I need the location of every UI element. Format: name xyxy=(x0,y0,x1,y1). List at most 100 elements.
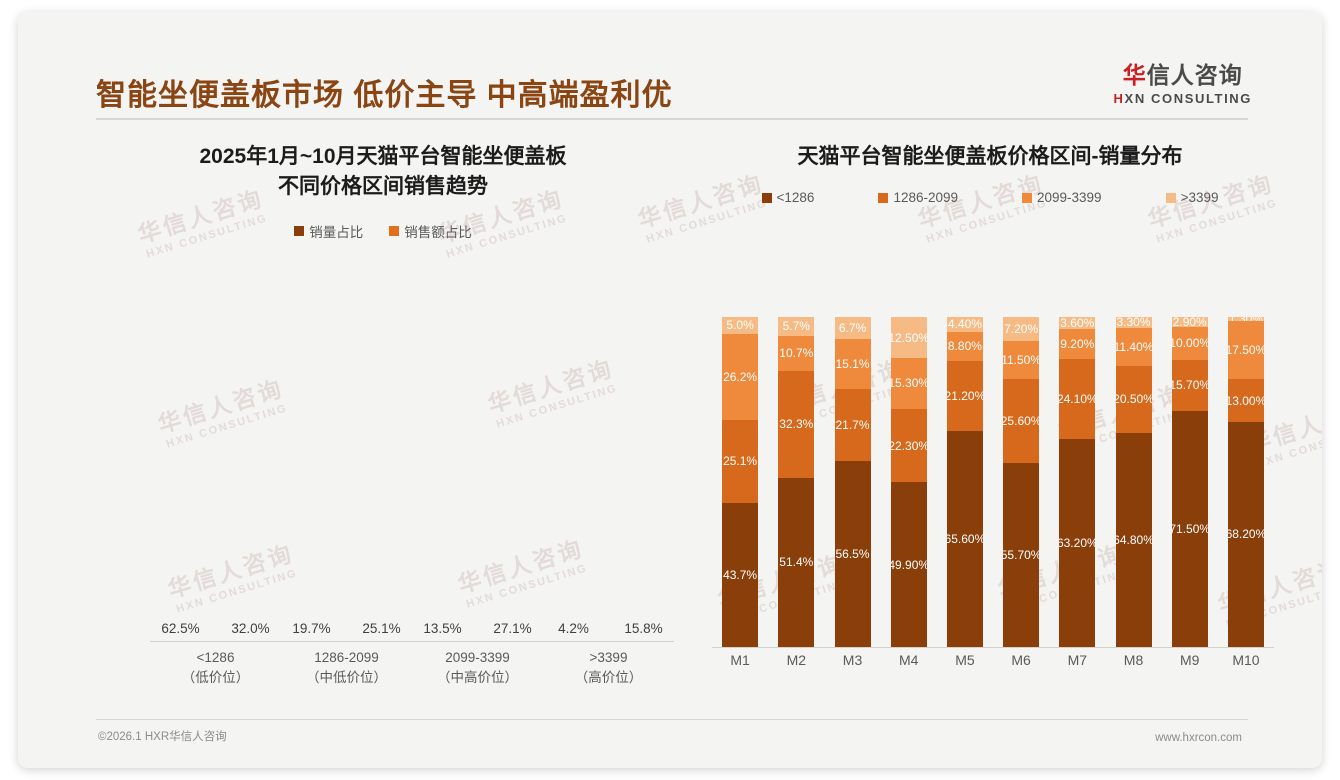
x-axis-category-label: >3399 （高价位） xyxy=(543,648,674,689)
segment-value-label: 10.00% xyxy=(1171,336,1208,351)
x-axis-month-label: M4 xyxy=(898,652,919,668)
legend-label: 2099-3399 xyxy=(1037,190,1102,206)
segment-value-label: 63.20% xyxy=(1059,535,1096,550)
legend-label: >3399 xyxy=(1180,190,1219,206)
legend-item[interactable]: >3399 xyxy=(1165,190,1219,206)
x-axis-month-label: M10 xyxy=(1232,652,1260,668)
stack-segment[interactable]: 65.60% xyxy=(946,430,983,647)
segment-value-label: 8.80% xyxy=(947,339,982,354)
stack-segment[interactable]: 17.50% xyxy=(1227,321,1264,380)
stack-segment[interactable]: 10.00% xyxy=(1171,326,1208,360)
stacked-bar-column[interactable]: 4.40% 8.80% 21.20% 65.60% xyxy=(937,317,993,647)
bar-value-label: 19.7% xyxy=(292,621,331,636)
stack-segment[interactable]: 21.7% xyxy=(834,388,871,461)
stack-segment[interactable]: 21.20% xyxy=(946,360,983,431)
footer-divider xyxy=(96,719,1248,720)
stack-segment[interactable]: 4.40% xyxy=(946,317,983,332)
stacked-bar-column[interactable]: 1.30% 17.50% 13.00% 68.20% xyxy=(1218,317,1274,648)
segment-value-label: 7.20% xyxy=(1004,321,1039,336)
stack-segment[interactable]: 22.30% xyxy=(890,408,927,483)
stack-segment[interactable]: 68.20% xyxy=(1227,421,1264,648)
stacked-bar-column[interactable]: 2.90% 10.00% 15.70% 71.50% xyxy=(1162,317,1218,648)
stack-segment[interactable]: 15.1% xyxy=(834,339,871,389)
stack-segment[interactable]: 25.1% xyxy=(722,419,759,503)
stacked-bar-column[interactable]: 6.7% 15.1% 21.7% 56.5% xyxy=(824,317,880,647)
stacked-bar[interactable]: 7.20% 11.50% 25.60% 55.70% xyxy=(1003,317,1040,648)
segment-value-label: 43.7% xyxy=(723,567,758,582)
logo-chinese-text: 华信人咨询 xyxy=(1114,64,1252,87)
stack-segment[interactable]: 26.2% xyxy=(722,333,759,420)
stack-segment[interactable]: 6.7% xyxy=(834,317,871,340)
stack-segment[interactable]: 15.70% xyxy=(1171,359,1208,412)
stacked-bar[interactable]: 12.50% 15.30% 22.30% 49.90% xyxy=(890,317,927,647)
stacked-bar[interactable]: 2.90% 10.00% 15.70% 71.50% xyxy=(1171,317,1208,648)
stack-segment[interactable]: 2.90% xyxy=(1171,317,1208,327)
x-axis-category-label: 1286-2099 （中低价位） xyxy=(281,648,412,689)
legend-swatch-icon xyxy=(294,225,305,236)
legend-item[interactable]: 销售额占比 xyxy=(389,221,472,241)
stack-segment[interactable]: 8.80% xyxy=(946,331,983,361)
stack-segment[interactable]: 64.80% xyxy=(1115,433,1152,648)
segment-value-label: 21.7% xyxy=(835,417,870,432)
stack-segment[interactable]: 9.20% xyxy=(1059,328,1096,360)
stack-segment[interactable]: 7.20% xyxy=(1003,317,1040,341)
stacked-bar-column[interactable]: 3.60% 9.20% 24.10% 63.20% xyxy=(1049,317,1105,648)
legend-swatch-icon xyxy=(389,225,400,236)
stacked-bar[interactable]: 5.0% 26.2% 25.1% 43.7% xyxy=(722,317,759,647)
category-range: 2099-3399 xyxy=(445,650,510,665)
segment-value-label: 11.40% xyxy=(1115,339,1152,354)
stack-segment[interactable]: 63.20% xyxy=(1059,438,1096,648)
stacked-bar[interactable]: 1.30% 17.50% 13.00% 68.20% xyxy=(1227,317,1264,648)
stack-segment[interactable]: 24.10% xyxy=(1059,359,1096,439)
stack-segment[interactable]: 12.50% xyxy=(890,317,927,359)
stacked-bar[interactable]: 3.30% 11.40% 20.50% 64.80% xyxy=(1115,317,1152,648)
stack-segment[interactable]: 71.50% xyxy=(1171,411,1208,648)
stacked-bar[interactable]: 4.40% 8.80% 21.20% 65.60% xyxy=(946,317,983,647)
stacked-bar[interactable]: 6.7% 15.1% 21.7% 56.5% xyxy=(834,317,871,647)
stack-segment[interactable]: 20.50% xyxy=(1115,365,1152,434)
stacked-bar-column[interactable]: 12.50% 15.30% 22.30% 49.90% xyxy=(881,317,937,647)
legend-item[interactable]: 销量占比 xyxy=(294,221,363,241)
right-chart-x-axis xyxy=(712,647,1274,648)
stacked-bar-column[interactable]: 3.30% 11.40% 20.50% 64.80% xyxy=(1105,317,1161,648)
stack-segment[interactable]: 5.0% xyxy=(722,317,759,334)
company-logo: 华信人咨询 HXN CONSULTING xyxy=(1114,64,1252,106)
stacked-bar-column[interactable]: 7.20% 11.50% 25.60% 55.70% xyxy=(993,317,1049,648)
stack-segment[interactable]: 25.60% xyxy=(1003,378,1040,464)
stack-segment[interactable]: 1.30% xyxy=(1227,317,1264,322)
stack-segment[interactable]: 56.5% xyxy=(834,460,871,647)
stack-segment[interactable]: 3.60% xyxy=(1059,317,1096,329)
stacked-bar[interactable]: 5.7% 10.7% 32.3% 51.4% xyxy=(778,317,815,648)
stack-segment[interactable]: 11.40% xyxy=(1115,327,1152,366)
segment-value-label: 26.2% xyxy=(723,369,758,384)
right-chart-x-tick-labels: M1 M2 M3 M4 M5 M6 M7 M8 M9 M10 xyxy=(712,652,1274,668)
stack-segment[interactable]: 13.00% xyxy=(1227,379,1264,422)
stack-segment[interactable]: 15.30% xyxy=(890,358,927,409)
stacked-bar-column[interactable]: 5.0% 26.2% 25.1% 43.7% xyxy=(712,317,768,647)
stack-segment[interactable]: 32.3% xyxy=(778,371,815,478)
stacked-bar[interactable]: 3.60% 9.20% 24.10% 63.20% xyxy=(1059,317,1096,648)
x-axis-month-label: M9 xyxy=(1180,652,1200,668)
stacked-bar-column[interactable]: 5.7% 10.7% 32.3% 51.4% xyxy=(768,317,824,648)
logo-cn-rest: 信人咨询 xyxy=(1146,62,1243,88)
x-axis-category-label: 2099-3399 （中高价位） xyxy=(412,648,543,689)
stack-segment[interactable]: 3.30% xyxy=(1115,317,1152,328)
segment-value-label: 3.30% xyxy=(1116,317,1151,328)
stack-segment[interactable]: 49.90% xyxy=(890,482,927,647)
bar-value-label: 32.0% xyxy=(231,621,270,636)
stack-segment[interactable]: 51.4% xyxy=(778,477,815,648)
stack-segment[interactable]: 5.7% xyxy=(778,317,815,336)
stack-segment[interactable]: 55.70% xyxy=(1003,463,1040,648)
legend-item[interactable]: <1286 xyxy=(761,190,814,205)
legend-item[interactable]: 2099-3399 xyxy=(1022,190,1102,205)
left-chart-x-axis xyxy=(150,641,674,642)
segment-value-label: 15.70% xyxy=(1171,378,1208,393)
stack-segment[interactable]: 43.7% xyxy=(722,502,759,647)
x-axis-month-label: M6 xyxy=(1011,652,1031,668)
segment-value-label: 11.50% xyxy=(1003,352,1040,367)
stack-segment[interactable]: 10.7% xyxy=(778,335,815,372)
segment-value-label: 10.7% xyxy=(779,346,814,361)
legend-item[interactable]: 1286-2099 xyxy=(878,190,958,205)
stack-segment[interactable]: 11.50% xyxy=(1003,340,1040,379)
x-axis-month-label: M7 xyxy=(1067,652,1088,668)
